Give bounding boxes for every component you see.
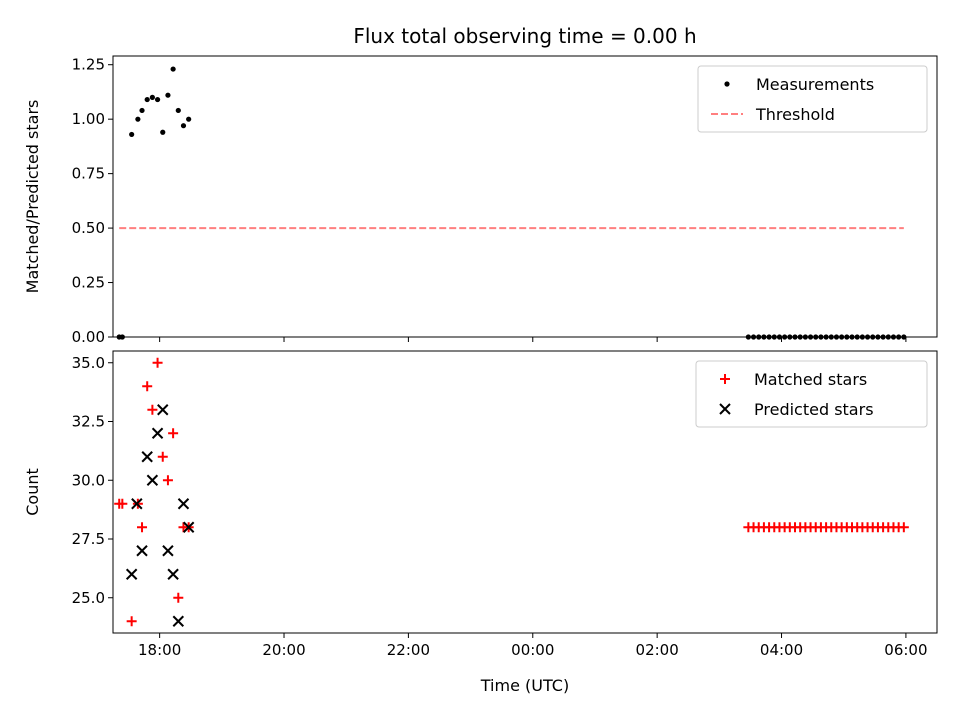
x-tick-label: 02:00 [636,641,679,659]
x-tick-label: 04:00 [760,641,803,659]
data-point [172,615,185,627]
y-tick-label: 27.5 [72,530,105,548]
data-point [157,404,169,416]
y-tick-label: 35.0 [72,354,105,372]
data-point [162,475,173,486]
data-point [157,451,168,462]
data-point [125,568,138,580]
data-point [139,107,145,114]
data-point [168,428,179,439]
series-measurements [116,66,907,340]
data-point [898,522,909,533]
bottom-x-ticks: 18:00 20:00 22:00 00:00 02:00 04:00 06:00 [138,633,928,659]
data-point [136,545,148,557]
data-point [137,522,148,533]
x-axis-label: Time (UTC) [480,676,569,695]
y-tick-label: 25.0 [72,589,105,607]
y-tick-label: 0.25 [72,274,105,292]
legend-marker-measurements [724,81,730,87]
x-tick-label: 18:00 [138,641,181,659]
legend-label: Threshold [755,105,835,124]
data-point [165,92,171,98]
data-point [146,474,159,486]
legend-box [695,360,928,428]
chart-title: Flux total observing time = 0.00 h [353,24,696,48]
series-predicted-stars [125,404,195,627]
y-tick-label: 0.50 [72,219,105,237]
data-point [182,521,195,533]
data-point [141,451,153,463]
data-point [135,116,141,122]
legend-box [697,65,928,133]
data-point [129,131,135,138]
data-point [151,427,164,439]
top-legend: Measurements Threshold [697,65,928,133]
y-tick-label: 1.00 [72,110,105,128]
data-point [117,498,128,509]
data-point [154,96,161,103]
y-tick-label: 0.75 [72,165,105,183]
x-tick-label: 00:00 [511,641,554,659]
top-y-axis-label: Matched/Predicted stars [23,100,42,294]
x-tick-label: 22:00 [387,641,430,659]
bottom-y-ticks: 25.0 27.5 30.0 32.5 35.0 [72,354,113,607]
bottom-legend: Matched stars Predicted stars [695,360,928,428]
y-tick-label: 30.0 [72,471,105,489]
y-tick-label: 32.5 [72,413,105,431]
data-point [177,498,190,510]
data-point [186,116,192,122]
bottom-panel: 25.0 27.5 30.0 32.5 35.0 18:00 20:00 22:00 00:0… [23,350,938,695]
top-y-ticks: 0.00 0.25 0.50 0.75 1.00 1.25 [72,56,113,346]
legend-marker-matched-stars [720,374,730,384]
data-point [170,66,176,72]
y-tick-label: 0.00 [72,328,105,346]
x-tick-label: 06:00 [884,641,927,659]
series-matched-stars [114,357,909,627]
legend-marker-predicted-stars [719,403,731,415]
data-point [167,568,179,580]
legend-label: Measurements [756,75,874,94]
bottom-data-marks [114,357,909,627]
y-tick-label: 1.25 [72,56,105,74]
data-point [147,404,158,415]
data-point [173,592,184,603]
data-point [162,545,174,557]
bottom-axes-frame [112,350,938,634]
data-point [144,96,150,103]
legend-label: Matched stars [754,370,867,389]
data-point [160,129,166,135]
data-point [152,357,163,368]
top-data-marks [116,66,907,340]
data-point [126,616,137,627]
data-point [131,498,143,510]
top-panel: 0.00 0.25 0.50 0.75 1.00 1.25 Matched/Predict… [23,55,938,346]
bottom-y-axis-label: Count [23,468,42,516]
data-point [175,107,181,114]
top-axes-frame [112,55,938,338]
legend-label: Predicted stars [754,400,874,419]
x-tick-label: 20:00 [262,641,305,659]
data-point [142,381,153,392]
data-point [149,94,155,100]
data-point [180,123,187,129]
